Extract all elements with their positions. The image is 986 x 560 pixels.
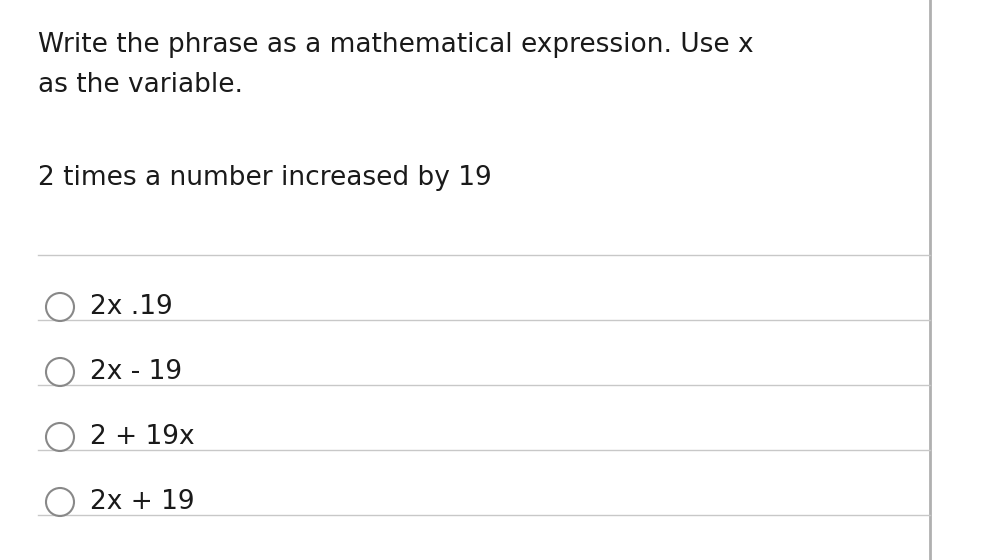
Text: as the variable.: as the variable. xyxy=(38,72,243,98)
Text: 2x - 19: 2x - 19 xyxy=(90,359,182,385)
Text: 2x .19: 2x .19 xyxy=(90,294,173,320)
Text: 2x + 19: 2x + 19 xyxy=(90,489,194,515)
Text: Write the phrase as a mathematical expression. Use x: Write the phrase as a mathematical expre… xyxy=(38,32,753,58)
Text: 2 + 19x: 2 + 19x xyxy=(90,424,194,450)
Text: 2 times a number increased by 19: 2 times a number increased by 19 xyxy=(38,165,491,191)
